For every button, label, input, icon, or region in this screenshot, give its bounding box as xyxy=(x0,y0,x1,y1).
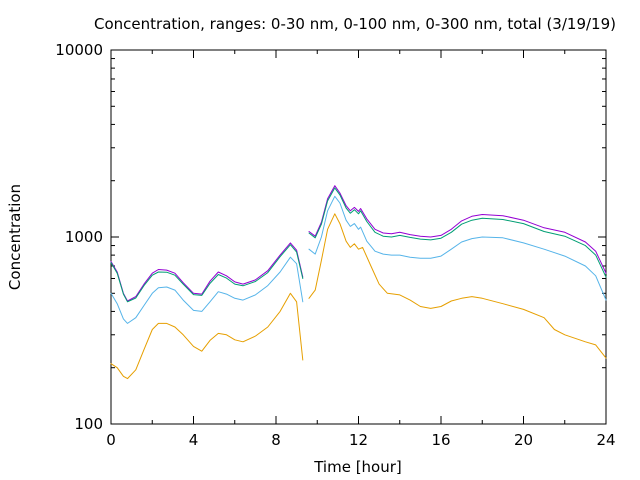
series-0-100-nm xyxy=(110,195,607,324)
x-tick-label: 20 xyxy=(514,431,533,449)
series-line xyxy=(308,213,607,359)
x-tick-label: 12 xyxy=(349,431,368,449)
series-line xyxy=(110,244,304,303)
y-tick-label: 1000 xyxy=(65,228,103,246)
x-tick-label: 24 xyxy=(596,431,615,449)
series-line xyxy=(110,256,304,324)
series-line xyxy=(308,187,607,278)
chart-title: Concentration, ranges: 0-30 nm, 0-100 nm… xyxy=(94,15,616,33)
series-line xyxy=(110,292,304,380)
plot-frame xyxy=(110,49,607,425)
series-0-300-nm xyxy=(110,187,607,303)
series-line xyxy=(308,195,607,301)
series-layer xyxy=(110,185,607,380)
y-tick-label: 10000 xyxy=(55,41,103,59)
x-tick-label: 0 xyxy=(106,431,116,449)
series-line xyxy=(308,185,607,274)
series-0-30-nm xyxy=(110,213,607,380)
y-tick-label: 100 xyxy=(74,415,103,433)
series-line xyxy=(110,242,304,302)
x-tick-label: 4 xyxy=(189,431,199,449)
x-axis: 0 4 8 12 16 20 24 xyxy=(106,50,616,449)
y-axis-label: Concentration xyxy=(6,184,24,290)
x-axis-label: Time [hour] xyxy=(313,458,402,476)
y-axis: 100 1000 10000 xyxy=(55,41,606,433)
x-tick-label: 16 xyxy=(431,431,450,449)
x-tick-label: 8 xyxy=(271,431,281,449)
series-total xyxy=(110,185,607,302)
